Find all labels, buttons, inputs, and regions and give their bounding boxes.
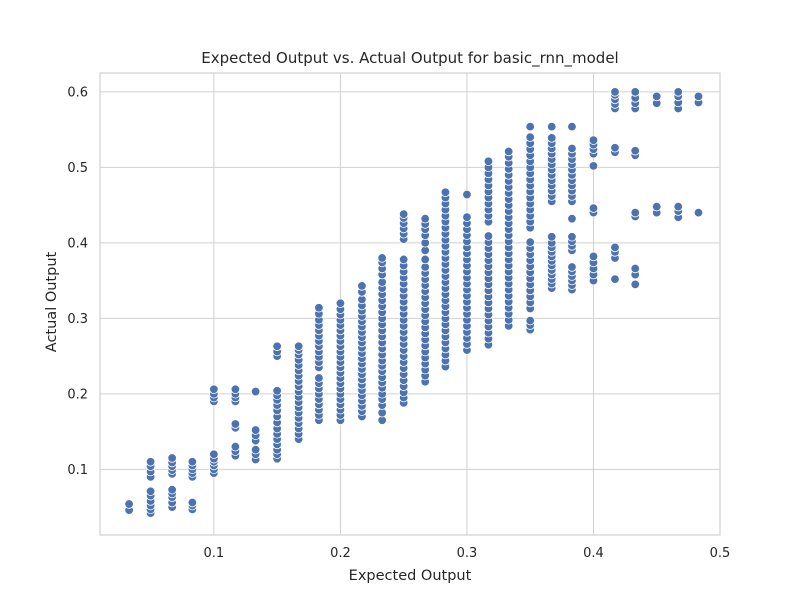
plot-frame: [99, 72, 721, 536]
data-point: [335, 298, 346, 308]
data-point: [567, 232, 577, 242]
data-point: [567, 121, 577, 132]
data-point: [483, 231, 494, 241]
data-point: [588, 135, 599, 145]
x-tick-label: 0.1: [204, 546, 225, 561]
x-tick-label: 0.2: [330, 546, 351, 561]
data-point: [567, 213, 577, 224]
data-point: [187, 497, 198, 508]
data-point: [420, 254, 430, 265]
data-point: [673, 201, 683, 212]
data-point: [547, 133, 557, 143]
y-tick-labels: 0.1 0.2 0.3 0.4 0.5 0.6: [67, 85, 88, 477]
data-point: [630, 146, 640, 156]
chart-title: Expected Output vs. Actual Output for ba…: [201, 49, 618, 68]
data-point: [230, 384, 241, 395]
y-axis-label: Actual Output: [44, 251, 60, 352]
data-point: [187, 457, 198, 467]
data-point: [250, 386, 261, 397]
data-point: [588, 251, 599, 262]
data-point: [314, 373, 324, 383]
scatter-points: [124, 87, 704, 518]
y-tick-label: 0.1: [67, 463, 88, 478]
data-point: [630, 207, 640, 218]
data-point: [630, 87, 640, 97]
data-point: [293, 341, 304, 351]
data-point: [525, 121, 535, 132]
data-point: [567, 262, 577, 272]
data-point: [693, 91, 704, 102]
data-point: [462, 212, 472, 222]
data-point: [525, 132, 535, 142]
data-point: [547, 121, 557, 132]
data-point: [167, 485, 177, 495]
data-point: [525, 315, 535, 326]
data-point: [483, 156, 494, 167]
data-point: [145, 486, 156, 496]
x-tick-label: 0.3: [457, 546, 478, 561]
y-tick-label: 0.5: [67, 161, 88, 176]
data-point: [503, 146, 514, 157]
data-point: [547, 232, 557, 242]
data-point: [610, 87, 620, 97]
horizontal-gridlines: [100, 91, 720, 470]
data-point: [398, 209, 409, 219]
x-tick-label: 0.4: [583, 546, 604, 561]
data-point: [357, 281, 367, 291]
y-tick-label: 0.6: [67, 85, 88, 100]
data-point: [167, 453, 177, 463]
data-point: [673, 87, 683, 97]
data-point: [230, 441, 241, 452]
data-point: [230, 419, 241, 429]
y-tick-label: 0.4: [67, 236, 88, 251]
data-point: [630, 279, 640, 290]
data-point: [272, 386, 282, 396]
data-point: [209, 449, 219, 459]
data-point: [272, 341, 282, 351]
y-tick-label: 0.3: [67, 312, 88, 327]
x-axis-label: Expected Output: [349, 568, 472, 584]
y-tick-label: 0.2: [67, 387, 88, 402]
data-point: [145, 457, 156, 467]
data-point: [610, 242, 620, 253]
data-point: [462, 189, 472, 200]
data-point: [630, 263, 640, 274]
data-point: [398, 254, 409, 265]
data-point: [652, 91, 662, 102]
data-point: [250, 425, 261, 435]
x-tick-labels: 0.1 0.2 0.3 0.4 0.5: [204, 546, 731, 561]
data-point: [440, 187, 451, 197]
data-point: [250, 445, 261, 455]
data-point: [377, 253, 387, 263]
data-point: [124, 499, 134, 509]
data-point: [610, 143, 620, 153]
data-point: [610, 274, 620, 284]
data-point: [314, 303, 324, 313]
data-point: [693, 207, 704, 218]
data-point: [588, 203, 599, 213]
data-point: [588, 161, 599, 171]
data-point: [209, 384, 219, 395]
data-point: [420, 213, 430, 224]
data-point: [567, 143, 577, 154]
x-tick-label: 0.5: [710, 546, 731, 561]
data-point: [652, 201, 662, 212]
data-point: [525, 237, 535, 247]
